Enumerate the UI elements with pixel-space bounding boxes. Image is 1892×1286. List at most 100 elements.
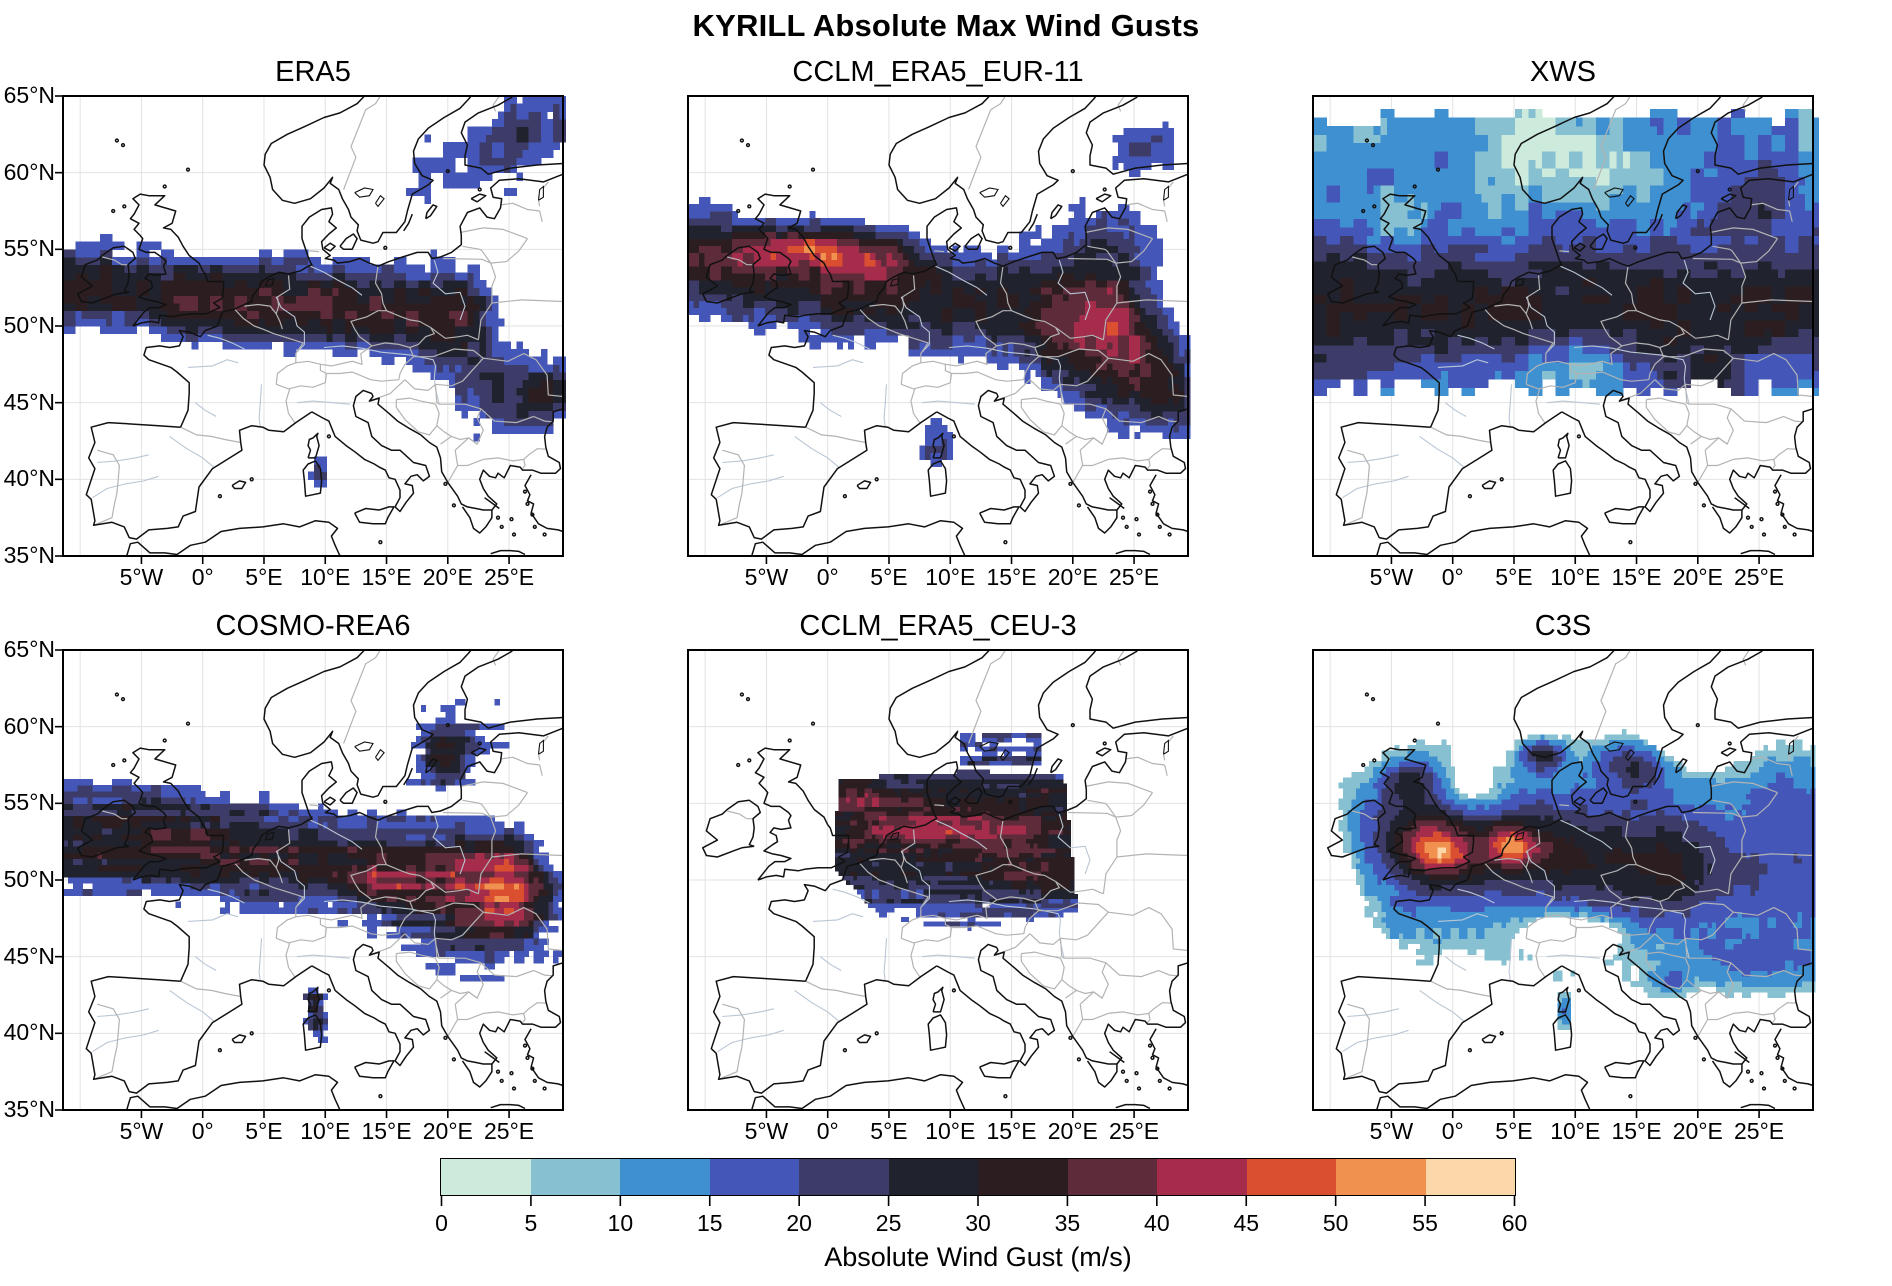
map-panel-xws: XWS 5°W 0° 5°E 10°E 15°E 20°E 25°E bbox=[1312, 56, 1819, 590]
lon-tick-label: 10°E bbox=[1550, 1118, 1601, 1144]
lon-tick-label: 25°E bbox=[484, 1118, 535, 1144]
rivers-layer bbox=[92, 813, 466, 1053]
lon-tick-label: 15°E bbox=[1611, 1118, 1662, 1144]
lon-tick-label: 5°E bbox=[245, 1118, 283, 1144]
colorbar-segment bbox=[1336, 1159, 1426, 1195]
colorbar-segment bbox=[709, 1159, 799, 1195]
lon-tick-label: 5°E bbox=[870, 1118, 908, 1144]
lat-tick-label: 65°N bbox=[3, 636, 55, 662]
map-canvas-cclm_era5_eur11 bbox=[687, 95, 1191, 564]
windgust-cells bbox=[63, 96, 566, 488]
lat-tick-label: 35°N bbox=[3, 1096, 55, 1122]
colorbar-tick-label: 55 bbox=[1412, 1210, 1438, 1236]
rivers-layer bbox=[717, 259, 1091, 499]
axis-ticks bbox=[55, 95, 510, 564]
lon-tick-label: 25°E bbox=[1109, 1118, 1160, 1144]
lon-tick-label: 15°E bbox=[986, 1118, 1037, 1144]
colorbar-segment bbox=[1425, 1159, 1515, 1195]
lat-tick-label: 35°N bbox=[3, 542, 55, 568]
lon-tick-label: 5°E bbox=[1495, 1118, 1533, 1144]
colorbar-tick-label: 60 bbox=[1501, 1210, 1528, 1236]
map-panel-cosmo_rea6: COSMO-REA6 5°W 0° 5°E 10°E 15°E 20°E 25°E 65°N 60… bbox=[4, 610, 564, 1144]
panel-frame bbox=[62, 649, 564, 1111]
lakes-layer bbox=[264, 739, 544, 841]
colorbar-tick-label: 15 bbox=[696, 1210, 723, 1236]
colorbar-segment bbox=[1157, 1159, 1247, 1195]
map-panel-c3s: C3S 5°W 0° 5°E 10°E 15°E 20°E 25°E bbox=[1312, 610, 1816, 1144]
lakes-layer bbox=[889, 185, 1169, 287]
axis-ticks bbox=[765, 1110, 1135, 1118]
lon-tick-label: 20°E bbox=[1672, 564, 1723, 590]
windgust-cells bbox=[1338, 729, 1816, 1030]
lon-tick-label: 20°E bbox=[1672, 1118, 1723, 1144]
country-borders-layer bbox=[718, 649, 1189, 1080]
panel-title-cosmo_rea6: COSMO-REA6 bbox=[215, 610, 411, 642]
lon-tick-label: 5°E bbox=[245, 564, 283, 590]
windgust-cells bbox=[63, 699, 564, 1043]
map-panel-cclm_era5_ceu3: CCLM_ERA5_CEU-3 5°W 0° 5°E 10°E 15°E 20°E 25°E bbox=[687, 610, 1189, 1144]
lakes-layer bbox=[264, 185, 544, 287]
lat-tick-label: 65°N bbox=[3, 82, 55, 108]
lon-tick-label: 20°E bbox=[422, 1118, 473, 1144]
panel-frame bbox=[687, 649, 1189, 1111]
lon-tick-label: 15°E bbox=[361, 1118, 412, 1144]
map-canvas-era5 bbox=[55, 95, 566, 564]
colorbar-tick-label: 5 bbox=[524, 1210, 538, 1236]
lon-tick-label: 10°E bbox=[1550, 564, 1601, 590]
lon-tick-label: 10°E bbox=[300, 564, 351, 590]
panel-frame bbox=[1312, 649, 1814, 1111]
lat-tick-label: 40°N bbox=[3, 465, 55, 492]
lon-tick-label: 5°W bbox=[744, 564, 789, 590]
map-panel-cclm_era5_eur11: CCLM_ERA5_EUR-11 5°W 0° 5°E 10°E 15°E 20°E 25°E bbox=[687, 56, 1191, 590]
country-borders-layer bbox=[93, 649, 564, 1080]
lon-tick-label: 5°E bbox=[870, 564, 908, 590]
lon-tick-label: 15°E bbox=[1611, 564, 1662, 590]
lon-tick-label: 5°E bbox=[1495, 564, 1533, 590]
colorbar-ticks bbox=[440, 1196, 1516, 1206]
coastlines-layer bbox=[76, 95, 564, 557]
colorbar-tick-label: 30 bbox=[965, 1210, 991, 1236]
lon-tick-label: 20°E bbox=[422, 564, 473, 590]
panel-title-cclm_era5_ceu3: CCLM_ERA5_CEU-3 bbox=[799, 610, 1077, 642]
lat-tick-label: 40°N bbox=[3, 1019, 55, 1046]
colorbar-segment bbox=[530, 1159, 620, 1195]
colorbar-tick-label: 25 bbox=[875, 1210, 902, 1236]
colorbar: 0 5 10 15 20 25 30 35 40 45 50 55 60 Absolute Wind G… bbox=[435, 1158, 1527, 1272]
lat-tick-label: 60°N bbox=[3, 712, 55, 739]
axis-ticks bbox=[55, 649, 510, 1118]
colorbar-tick-label: 10 bbox=[607, 1210, 634, 1236]
lon-tick-label: 0° bbox=[816, 564, 839, 590]
map-canvas-cosmo_rea6 bbox=[55, 649, 564, 1118]
lon-tick-label: 20°E bbox=[1047, 564, 1098, 590]
map-canvas-cclm_era5_ceu3 bbox=[687, 649, 1189, 1118]
colorbar-segment bbox=[799, 1159, 889, 1195]
lon-tick-label: 10°E bbox=[925, 1118, 976, 1144]
lakes-layer bbox=[1514, 185, 1794, 287]
lon-tick-label: 25°E bbox=[484, 564, 535, 590]
map-panel-era5: ERA5 5°W 0° 5°E 10°E 15°E 20°E 25°E 65°N 60°N 55°N… bbox=[4, 56, 566, 590]
lon-tick-label: 15°E bbox=[361, 564, 412, 590]
country-borders-layer bbox=[1343, 649, 1814, 1080]
map-canvas-xws bbox=[1312, 95, 1819, 564]
lakes-layer bbox=[889, 739, 1169, 841]
lon-tick-label: 10°E bbox=[300, 1118, 351, 1144]
lon-tick-label: 0° bbox=[191, 1118, 214, 1144]
lon-tick-label: 0° bbox=[1441, 564, 1464, 590]
lat-tick-label: 55°N bbox=[3, 789, 55, 816]
coastlines-layer bbox=[701, 95, 1189, 557]
lon-tick-label: 15°E bbox=[986, 564, 1037, 590]
colorbar-segment bbox=[978, 1159, 1068, 1195]
lon-tick-label: 5°W bbox=[1369, 1118, 1414, 1144]
lon-tick-label: 25°E bbox=[1109, 564, 1160, 590]
lat-tick-label: 55°N bbox=[3, 235, 55, 262]
colorbar-tick-label: 40 bbox=[1144, 1210, 1170, 1236]
figure-title: KYRILL Absolute Max Wind Gusts bbox=[692, 8, 1200, 43]
rivers-layer bbox=[92, 259, 466, 499]
panel-frame bbox=[1312, 95, 1814, 557]
axis-ticks bbox=[765, 556, 1135, 564]
colorbar-title: Absolute Wind Gust (m/s) bbox=[824, 1242, 1132, 1272]
lon-tick-label: 20°E bbox=[1047, 1118, 1098, 1144]
lon-tick-label: 5°W bbox=[744, 1118, 789, 1144]
lat-tick-label: 60°N bbox=[3, 158, 55, 185]
colorbar-tick-label: 50 bbox=[1322, 1210, 1349, 1236]
